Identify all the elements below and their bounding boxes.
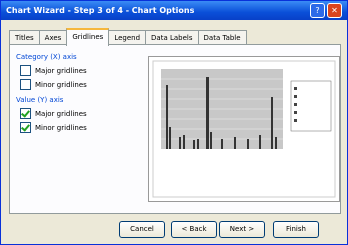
tab[interactable]: Data Labels (145, 30, 198, 45)
checkbox[interactable] (20, 108, 31, 119)
tab[interactable]: Axes (39, 30, 68, 45)
checkbox-option[interactable]: Major gridlines (20, 65, 87, 76)
window-title: Chart Wizard - Step 3 of 4 - Chart Optio… (6, 6, 194, 15)
group-label: Category (X) axis (16, 53, 77, 61)
tab[interactable]: Titles (9, 30, 40, 45)
checkbox-option[interactable]: Minor gridlines (20, 79, 87, 90)
preview-image (149, 57, 339, 201)
group-label: Value (Y) axis (16, 96, 63, 104)
button[interactable]: Cancel (119, 221, 165, 238)
tab[interactable]: Legend (108, 30, 146, 45)
dialog: Chart Wizard - Step 3 of 4 - Chart Optio… (0, 0, 348, 245)
checkbox-option[interactable]: Major gridlines (20, 108, 87, 119)
checkbox-label: Minor gridlines (35, 81, 87, 89)
button[interactable]: < Back (171, 221, 217, 238)
tab-panel: Category (X) axis Major gridlines Minor gr… (9, 44, 341, 214)
help-button[interactable]: ? (310, 3, 325, 18)
checkbox-label: Major gridlines (35, 110, 87, 118)
checkbox-label: Major gridlines (35, 67, 87, 75)
checkbox-label: Minor gridlines (35, 124, 87, 132)
tab[interactable]: Gridlines (66, 28, 109, 46)
tab[interactable]: Data Table (198, 30, 247, 45)
checkbox-option[interactable]: Minor gridlines (20, 122, 87, 133)
chart-preview (148, 56, 340, 202)
button[interactable]: Next > (219, 221, 265, 238)
checkbox[interactable] (20, 122, 31, 133)
close-button[interactable]: ✕ (327, 3, 342, 18)
checkbox[interactable] (20, 79, 31, 90)
title-bar: Chart Wizard - Step 3 of 4 - Chart Optio… (1, 1, 347, 20)
checkbox[interactable] (20, 65, 31, 76)
button[interactable]: Finish (273, 221, 319, 238)
